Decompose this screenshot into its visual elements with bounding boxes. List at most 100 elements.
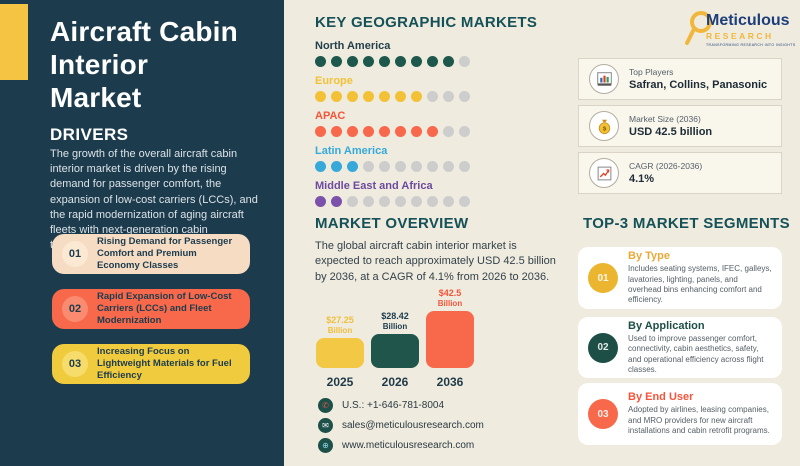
market-share-dot: [379, 56, 390, 67]
page-title-line: Aircraft Cabin: [50, 16, 238, 47]
market-share-dot: [427, 126, 438, 137]
market-share-dot: [331, 196, 342, 207]
geo-region-dots: [315, 161, 470, 172]
driver-number-badge: 03: [62, 351, 88, 377]
geo-region-row: North America: [315, 40, 470, 67]
market-share-dot: [459, 56, 470, 67]
segment-description: Includes seating systems, IFEC, galleys,…: [628, 264, 772, 305]
bar-column: $27.25 Billion: [316, 315, 364, 368]
stat-text: Market Size (2036) USD 42.5 billion: [629, 114, 712, 138]
geo-region-label: North America: [315, 40, 391, 52]
market-share-dot: [427, 196, 438, 207]
market-share-dot: [427, 161, 438, 172]
market-share-dot: [411, 91, 422, 102]
stat-label: Market Size (2036): [629, 114, 701, 124]
globe-icon: ⊕: [318, 438, 333, 453]
stat-value: USD 42.5 billion: [629, 126, 713, 138]
page-title-line: Market: [50, 81, 142, 113]
market-share-dot: [315, 56, 326, 67]
bar-category-label: 2025: [326, 375, 354, 389]
stat-card: Top Players Safran, Collins, Panasonic: [578, 58, 782, 100]
segment-card: 01 By Type Includes seating systems, IFEC,…: [578, 247, 782, 309]
bar-chart-year-labels: 2025 2026 2036: [316, 375, 496, 389]
market-share-dot: [347, 56, 358, 67]
page-title: Aircraft Cabin Interior Market: [50, 16, 265, 114]
market-share-dot: [315, 126, 326, 137]
market-share-dot: [363, 196, 374, 207]
geo-region-label: APAC: [315, 110, 346, 122]
market-share-dot: [379, 161, 390, 172]
bar-value-label: $27.25 Billion: [326, 315, 354, 335]
market-share-dot: [427, 56, 438, 67]
geo-region-dots: [315, 196, 470, 207]
bar-2025: [316, 338, 364, 368]
logo-text: Meticulous RESEARCH TRANSFORMING RESEARC…: [706, 13, 796, 47]
stat-label: Top Players: [629, 67, 674, 77]
geo-region-row: Middle East and Africa: [315, 180, 470, 207]
bar-category-label: 2026: [381, 375, 409, 389]
driver-label: Increasing Focus on Lightweight Material…: [97, 346, 232, 381]
company-logo: Meticulous RESEARCH TRANSFORMING RESEARC…: [682, 9, 796, 51]
market-share-dot: [379, 196, 390, 207]
driver-card: 03 Increasing Focus on Lightweight Materi…: [52, 344, 250, 384]
driver-label: Rising Demand for Passenger Comfort and …: [97, 236, 233, 271]
segment-text-block: By Type Includes seating systems, IFEC, g…: [628, 250, 772, 306]
contact-row[interactable]: ⊕ www.meticulousresearch.com: [318, 438, 484, 453]
bar-value-label: $28.42 Billion: [381, 311, 409, 331]
market-share-dot: [363, 91, 374, 102]
geo-region-row: Latin America: [315, 145, 470, 172]
market-share-dot: [347, 91, 358, 102]
driver-number-badge: 01: [62, 241, 88, 267]
segment-title: By Type: [628, 250, 670, 263]
trend-chart-icon: [589, 158, 619, 188]
segment-text-block: By Application Used to improve passenger …: [628, 320, 772, 376]
segment-description: Adopted by airlines, leasing companies, …: [628, 405, 770, 436]
market-share-dot: [443, 56, 454, 67]
market-share-dot: [427, 91, 438, 102]
yellow-accent-tab: [0, 4, 28, 80]
contact-text: www.meticulousresearch.com: [342, 440, 475, 451]
market-share-dot: [443, 91, 454, 102]
bar-2036: [426, 311, 474, 368]
market-share-dot: [363, 161, 374, 172]
stat-card: $ Market Size (2036) USD 42.5 billion: [578, 105, 782, 147]
market-share-dot: [443, 126, 454, 137]
email-icon: ✉: [318, 418, 333, 433]
geo-regions-list: North America Europe APAC Latin America Midd…: [315, 40, 470, 215]
contact-text: sales@meticulousresearch.com: [342, 420, 484, 431]
bar-column: $42.5 Billion: [426, 288, 474, 368]
market-share-dot: [411, 196, 422, 207]
market-share-dot: [347, 196, 358, 207]
phone-icon-glyph: ✆: [322, 401, 329, 410]
bar-column: $28.42 Billion: [371, 311, 419, 368]
market-share-dot: [459, 196, 470, 207]
market-share-dot: [395, 126, 406, 137]
magnifier-icon: [685, 11, 712, 45]
bar-2026: [371, 334, 419, 368]
geo-region-dots: [315, 91, 470, 102]
market-share-dot: [411, 56, 422, 67]
geo-region-dots: [315, 56, 470, 67]
market-share-dot: [443, 161, 454, 172]
segment-number-badge: 03: [588, 399, 618, 429]
bar-category-label: 2036: [436, 375, 464, 389]
phone-icon: ✆: [318, 398, 333, 413]
globe-icon-glyph: ⊕: [322, 441, 329, 450]
logo-name: Meticulous: [706, 12, 790, 29]
driver-card: 02 Rapid Expansion of Low-Cost Carriers (…: [52, 289, 250, 329]
segment-number-badge: 01: [588, 263, 618, 293]
market-share-dot: [315, 91, 326, 102]
market-share-dot: [459, 91, 470, 102]
market-share-dot: [395, 161, 406, 172]
market-share-dot: [379, 91, 390, 102]
contact-row[interactable]: ✉ sales@meticulousresearch.com: [318, 418, 484, 433]
segment-text-block: By End User Adopted by airlines, leasing …: [628, 391, 772, 436]
svg-text:$: $: [602, 125, 606, 132]
bar-chart-bars: $27.25 Billion $28.42 Billion $42.5 Billion: [316, 288, 496, 368]
logo-subtitle: RESEARCH: [706, 31, 774, 41]
market-share-dot: [379, 126, 390, 137]
geo-region-row: APAC: [315, 110, 470, 137]
market-segments-heading: TOP-3 MARKET SEGMENTS: [583, 215, 790, 232]
contact-row[interactable]: ✆ U.S.: +1-646-781-8004: [318, 398, 484, 413]
